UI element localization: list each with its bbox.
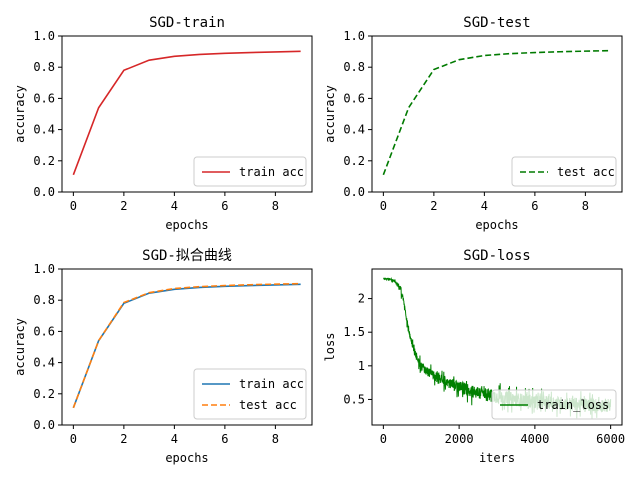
subplot-sgd-test: SGD-test epochs accuracy 0 2 4 6 8 0.0 0.2 0.4 0.6 0… [323,15,623,232]
x-tick-label: 6 [221,199,228,213]
x-tick-label: 6 [531,199,538,213]
x-tick-label: 8 [582,199,589,213]
chart-title: SGD-loss [463,248,530,264]
plot-area-frame [371,268,623,426]
y-tick-label: 0.8 [33,293,55,307]
x-tick-label: 2 [120,199,127,213]
y-tick-label: 0.0 [33,185,55,199]
legend-label: train_loss [537,398,609,412]
legend: train acc test acc [193,368,307,420]
x-tick-label: 0 [380,199,387,213]
x-tick-label: 2 [430,199,437,213]
x-axis-label: iters [479,451,515,465]
subplot-sgd-loss: SGD-loss iters loss 0 2000 4000 6000 0.5 1 1.5 2 tr… [323,248,625,465]
y-tick-label: 0.0 [343,185,365,199]
subplot-sgd-fit-curve: SGD-拟合曲线 epochs accuracy 0 2 4 6 8 0.0 0.2 0.4 0.6 0… [13,248,313,465]
y-tick-label: 0.2 [33,154,55,168]
y-tick-label: 0.8 [33,60,55,74]
y-tick-label: 0.4 [343,123,365,137]
plot-area-frame [371,35,623,193]
x-tick-label: 6000 [596,432,625,446]
legend-label: train acc [239,165,304,179]
y-tick-label: 0.6 [343,91,365,105]
x-axis-label: epochs [165,451,208,465]
legend-frame [193,156,307,187]
y-tick-label: 0.6 [33,324,55,338]
y-tick-label: 0.6 [33,91,55,105]
x-tick-label: 4000 [520,432,549,446]
legend: train_loss [491,389,617,420]
y-tick-label: 0.8 [343,60,365,74]
x-tick-label: 4 [481,199,488,213]
y-tick-label: 0.5 [343,392,365,406]
x-tick-label: 2000 [445,432,474,446]
chart-title: SGD-train [149,15,225,31]
chart-title: SGD-test [463,15,530,31]
legend-frame [511,156,617,187]
x-axis-label: epochs [165,218,208,232]
x-tick-label: 0 [380,432,387,446]
plot-area-frame [61,35,313,193]
y-tick-label: 1.0 [33,262,55,276]
y-tick-label: 1.5 [343,325,365,339]
y-tick-label: 0.4 [33,123,55,137]
x-tick-label: 0 [70,432,77,446]
y-tick-label: 1.0 [33,29,55,43]
legend-frame [491,389,617,420]
x-tick-label: 6 [221,432,228,446]
chart-title: SGD-拟合曲线 [142,248,232,264]
y-axis-label: accuracy [13,85,27,143]
x-tick-label: 8 [272,199,279,213]
x-tick-label: 8 [272,432,279,446]
legend-label: test acc [239,398,297,412]
series-line [72,50,301,176]
y-tick-label: 0.4 [33,356,55,370]
legend: train acc [193,156,307,187]
legend-frame [193,368,307,420]
legend-label: train acc [239,377,304,391]
y-axis-label: accuracy [323,85,337,143]
subplot-sgd-train: SGD-train epochs accuracy 0 2 4 6 8 0.0 0.2 0.4 0.6… [13,15,313,232]
y-axis-label: loss [323,333,337,362]
legend: test acc [511,156,617,187]
y-tick-label: 2 [358,292,365,306]
x-tick-label: 4 [171,199,178,213]
x-tick-label: 0 [70,199,77,213]
y-tick-label: 0.2 [343,154,365,168]
y-axis-label: accuracy [13,318,27,376]
plot-area-frame [61,268,313,426]
legend-label: test acc [557,165,615,179]
y-tick-label: 0.2 [33,387,55,401]
y-tick-label: 1.0 [343,29,365,43]
x-tick-label: 2 [120,432,127,446]
y-tick-label: 1 [358,359,365,373]
series-line [382,49,611,176]
x-axis-label: epochs [475,218,518,232]
y-tick-label: 0.0 [33,418,55,432]
x-tick-label: 4 [171,432,178,446]
series-line [72,282,301,409]
